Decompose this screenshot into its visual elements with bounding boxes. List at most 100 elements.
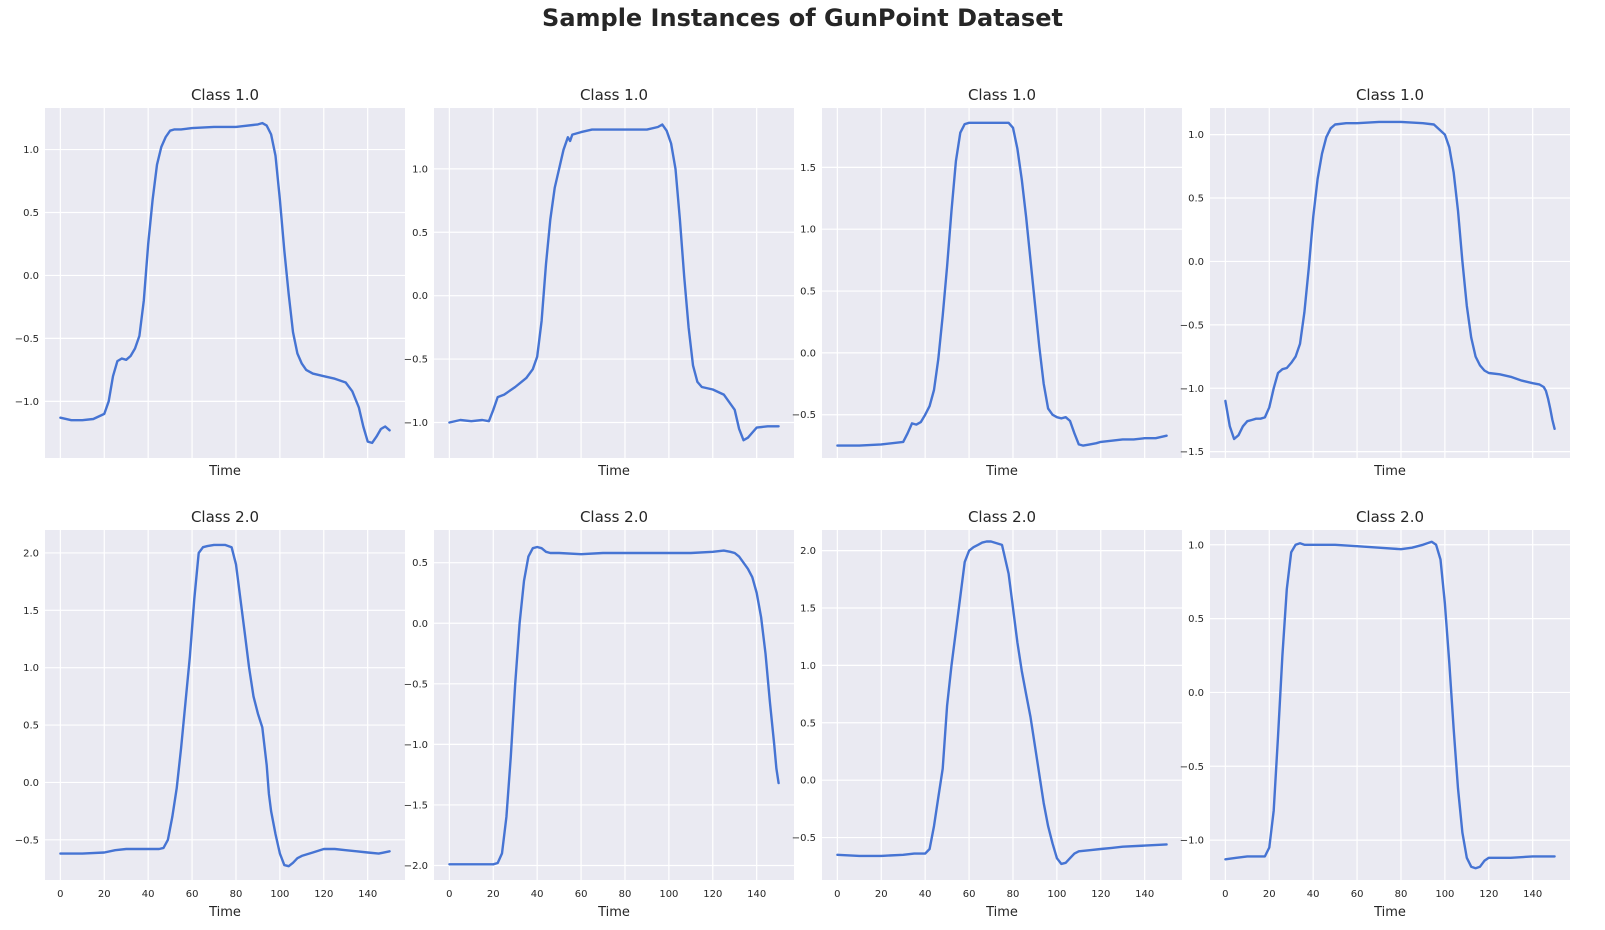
- plot-area: [822, 530, 1182, 880]
- series-line: [1224, 540, 1556, 870]
- y-tick-label: −0.5: [15, 334, 39, 345]
- x-axis-label: Time: [985, 464, 1018, 479]
- x-tick-label: 0: [446, 889, 452, 900]
- y-tick-label: 0.0: [800, 348, 816, 359]
- x-axis-label: Time: [597, 464, 630, 479]
- x-tick-label: 80: [1395, 889, 1408, 900]
- x-tick-label: 0: [834, 889, 840, 900]
- y-tick-label: 0.5: [412, 558, 428, 569]
- series-line: [1224, 120, 1556, 441]
- y-tick-label: −0.5: [15, 835, 39, 846]
- y-tick-label: −1.0: [1180, 384, 1204, 395]
- series-line: [448, 545, 780, 866]
- plot-area: [434, 530, 794, 880]
- y-tick-label: 1.0: [412, 164, 428, 175]
- x-tick-label: 40: [1307, 889, 1320, 900]
- x-tick-label: 140: [358, 889, 377, 900]
- y-tick-label: 0.0: [23, 778, 39, 789]
- panel-title: Class 2.0: [580, 508, 648, 526]
- y-tick-label: 2.0: [23, 548, 39, 559]
- panel-title: Class 1.0: [1356, 86, 1424, 104]
- x-tick-label: 0: [57, 889, 63, 900]
- x-tick-label: 40: [919, 889, 932, 900]
- series-line: [59, 543, 391, 868]
- plot-area: [434, 108, 794, 458]
- y-tick-label: 1.0: [800, 225, 816, 236]
- y-tick-label: 0.5: [1188, 614, 1204, 625]
- x-tick-label: 20: [487, 889, 500, 900]
- y-tick-label: 1.0: [800, 661, 816, 672]
- y-tick-label: 0.0: [412, 291, 428, 302]
- y-tick-label: −1.0: [404, 418, 428, 429]
- x-axis-label: Time: [597, 905, 630, 920]
- x-axis-label: Time: [1373, 464, 1406, 479]
- y-tick-label: −0.5: [792, 833, 816, 844]
- x-tick-label: 60: [575, 889, 588, 900]
- plot-area: [45, 530, 405, 880]
- x-tick-label: 120: [1479, 889, 1498, 900]
- x-tick-label: 120: [703, 889, 722, 900]
- x-tick-label: 60: [186, 889, 199, 900]
- panel-title: Class 1.0: [580, 86, 648, 104]
- panel-title: Class 2.0: [968, 508, 1036, 526]
- y-tick-label: 1.5: [23, 606, 39, 617]
- plot-area: [45, 108, 405, 458]
- x-tick-label: 80: [1007, 889, 1020, 900]
- x-axis-label: Time: [985, 905, 1018, 920]
- x-tick-label: 100: [270, 889, 289, 900]
- y-tick-label: 1.5: [800, 604, 816, 615]
- x-tick-label: 120: [1091, 889, 1110, 900]
- y-tick-label: 1.0: [1188, 540, 1204, 551]
- figure-title: Sample Instances of GunPoint Dataset: [542, 4, 1063, 32]
- x-tick-label: 100: [1047, 889, 1066, 900]
- y-tick-label: 0.0: [1188, 257, 1204, 268]
- y-tick-label: −0.5: [1180, 320, 1204, 331]
- y-tick-label: 0.5: [800, 718, 816, 729]
- y-tick-label: −0.5: [1180, 762, 1204, 773]
- y-tick-label: −1.0: [404, 740, 428, 751]
- x-axis-label: Time: [208, 905, 241, 920]
- plot-area: [1210, 108, 1570, 458]
- x-tick-label: 140: [747, 889, 766, 900]
- y-tick-label: −1.0: [1180, 836, 1204, 847]
- y-tick-label: 0.5: [23, 208, 39, 219]
- x-tick-label: 40: [531, 889, 544, 900]
- plot-area: [1210, 530, 1570, 880]
- x-tick-label: 20: [875, 889, 888, 900]
- x-tick-label: 120: [314, 889, 333, 900]
- x-tick-label: 80: [619, 889, 632, 900]
- x-tick-label: 100: [659, 889, 678, 900]
- y-tick-label: −0.5: [404, 679, 428, 690]
- y-tick-label: 0.0: [23, 271, 39, 282]
- y-tick-label: 1.0: [23, 145, 39, 156]
- series-line: [836, 540, 1168, 866]
- y-tick-label: 1.5: [800, 163, 816, 174]
- x-axis-label: Time: [208, 464, 241, 479]
- y-tick-label: −1.5: [1180, 447, 1204, 458]
- y-tick-label: 0.0: [800, 776, 816, 787]
- x-tick-label: 100: [1435, 889, 1454, 900]
- y-tick-label: 0.5: [412, 228, 428, 239]
- y-tick-label: −0.5: [792, 410, 816, 421]
- y-tick-label: 0.5: [23, 721, 39, 732]
- x-tick-label: 40: [142, 889, 155, 900]
- x-tick-label: 60: [1351, 889, 1364, 900]
- y-tick-label: 0.0: [412, 619, 428, 630]
- x-tick-label: 140: [1135, 889, 1154, 900]
- x-tick-label: 140: [1523, 889, 1542, 900]
- panel-title: Class 1.0: [191, 86, 259, 104]
- y-tick-label: −1.5: [404, 800, 428, 811]
- series-line: [448, 123, 780, 442]
- y-tick-label: −2.0: [404, 861, 428, 872]
- x-tick-label: 20: [1263, 889, 1276, 900]
- plot-area: [822, 108, 1182, 458]
- panel-title: Class 2.0: [1356, 508, 1424, 526]
- panel-title: Class 1.0: [968, 86, 1036, 104]
- y-tick-label: 0.5: [800, 287, 816, 298]
- x-tick-label: 20: [98, 889, 111, 900]
- x-tick-label: 60: [963, 889, 976, 900]
- x-axis-label: Time: [1373, 905, 1406, 920]
- y-tick-label: 0.5: [1188, 194, 1204, 205]
- series-line: [836, 121, 1168, 447]
